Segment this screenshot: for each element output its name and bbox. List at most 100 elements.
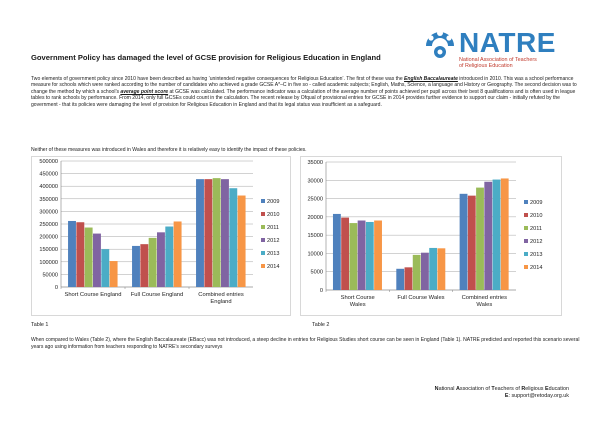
intro-paragraph: Two elements of government policy since … [31, 76, 577, 108]
bar-2014-2 [237, 195, 246, 287]
legend-swatch-2013 [261, 251, 265, 255]
y-tick-label: 25000 [307, 197, 323, 203]
comparison-paragraph: When compared to Wales (Table 2), where … [31, 337, 580, 350]
legend-label-2011: 2011 [530, 226, 542, 232]
average-point-score-link: average point score [120, 88, 169, 95]
bar-2012-2 [221, 179, 229, 287]
legend-swatch-2011 [524, 226, 528, 230]
bar-2010-1 [140, 244, 149, 287]
y-tick-label: 10000 [307, 251, 323, 257]
bar-2012-1 [157, 232, 165, 287]
legend-swatch-2014 [261, 264, 265, 268]
y-tick-label: 500000 [39, 159, 58, 165]
y-tick-label: 35000 [307, 160, 323, 166]
legend-label-2010: 2010 [530, 213, 542, 219]
x-tick-label: England [210, 299, 231, 305]
legend-swatch-2013 [524, 252, 528, 256]
y-tick-label: 15000 [307, 233, 323, 239]
bar-2012-0 [93, 233, 101, 287]
legend-label-2011: 2011 [267, 225, 279, 231]
logo-subtitle: National Association of Teachers of Reli… [459, 57, 537, 70]
bar-2009-2 [459, 193, 468, 290]
bar-2009-0 [68, 220, 76, 287]
bar-2012-2 [484, 181, 493, 290]
x-tick-label: Combined entries [198, 292, 244, 298]
legend-label-2010: 2010 [267, 212, 279, 218]
y-tick-label: 5000 [311, 270, 323, 276]
bar-2011-1 [412, 254, 421, 290]
y-tick-label: 150000 [39, 247, 58, 253]
legend-swatch-2014 [524, 265, 528, 269]
bar-2011-0 [84, 227, 93, 287]
x-tick-label: Full Course Wales [397, 295, 444, 301]
table1-caption: Table 1 [31, 322, 49, 328]
footer: National Association of Teachers of Reli… [435, 386, 569, 400]
chart-wales-entries: 0 5000 10000 15000 20000 25000 30000 35000 Short… [300, 156, 562, 316]
bar-2009-2 [196, 179, 204, 287]
y-tick-label: 200000 [39, 235, 58, 241]
legend-swatch-2012 [524, 239, 528, 243]
y-tick-label: 300000 [39, 209, 58, 215]
bar-2011-1 [148, 237, 157, 287]
chart-england-entries: 0 50000 100000 150000 200000 250000 300000 3500… [31, 156, 291, 316]
table2-caption: Table 2 [312, 322, 330, 328]
legend-swatch-2010 [261, 212, 265, 216]
legend-label-2013: 2013 [530, 252, 542, 258]
bar-2014-2 [500, 178, 509, 290]
y-tick-label: 100000 [39, 260, 58, 266]
y-tick-label: 350000 [39, 197, 58, 203]
x-tick-label: Wales [350, 302, 366, 308]
legend-swatch-2010 [524, 213, 528, 217]
bar-2009-0 [332, 213, 341, 290]
ebacc-link: English Baccalaureate [404, 76, 458, 82]
bar-2014-1 [437, 248, 446, 290]
logo-mark-icon [426, 30, 454, 58]
bar-2010-0 [76, 222, 85, 287]
y-tick-label: 400000 [39, 184, 58, 190]
natre-logo: NATRE National Association of Teachers o… [420, 24, 580, 82]
bar-2014-1 [173, 221, 182, 287]
bar-2010-2 [467, 195, 476, 290]
legend-swatch-2009 [261, 199, 265, 203]
legend-label-2009: 2009 [530, 200, 542, 206]
legend-label-2009: 2009 [267, 199, 279, 205]
legend-label-2014: 2014 [267, 264, 279, 270]
x-tick-label: Short Course [341, 295, 375, 301]
bar-2014-0 [374, 220, 382, 290]
legend-swatch-2009 [524, 200, 528, 204]
y-tick-label: 30000 [307, 178, 323, 184]
bar-2010-2 [204, 179, 213, 287]
x-tick-label: Short Course England [64, 292, 121, 298]
wales-note: Neither of these measures was introduced… [31, 147, 307, 153]
bar-2012-1 [421, 252, 429, 290]
legend-swatch-2011 [261, 225, 265, 229]
x-tick-label: Combined entries [462, 295, 508, 301]
bar-2013-2 [492, 179, 501, 290]
footer-organisation: National Association of Teachers of Reli… [434, 386, 569, 392]
bar-2012-0 [357, 220, 366, 290]
x-tick-label: Full Course England [131, 292, 184, 298]
logo-wordmark: NATRE [459, 27, 556, 58]
bar-2014-0 [109, 261, 118, 287]
legend-label-2012: 2012 [267, 238, 279, 244]
bar-2009-1 [396, 268, 405, 290]
legend-label-2012: 2012 [530, 239, 542, 245]
bar-2009-1 [132, 245, 140, 287]
bar-2010-0 [341, 217, 350, 290]
y-tick-label: 20000 [307, 215, 323, 221]
y-tick-label: 450000 [39, 172, 58, 178]
bar-2011-2 [212, 178, 221, 287]
bar-2013-2 [229, 188, 238, 287]
y-tick-label: 250000 [39, 222, 58, 228]
y-tick-label: 0 [320, 288, 323, 294]
page-title: Government Policy has damaged the level … [31, 53, 381, 62]
bar-2010-1 [404, 267, 413, 290]
bar-2011-0 [349, 223, 358, 290]
bar-2011-2 [476, 187, 484, 290]
bar-2013-1 [165, 226, 174, 287]
bar-2013-0 [365, 221, 374, 290]
x-tick-label: Wales [476, 302, 492, 308]
y-tick-label: 50000 [42, 272, 58, 278]
legend-swatch-2012 [261, 238, 265, 242]
y-tick-label: 0 [55, 285, 58, 291]
